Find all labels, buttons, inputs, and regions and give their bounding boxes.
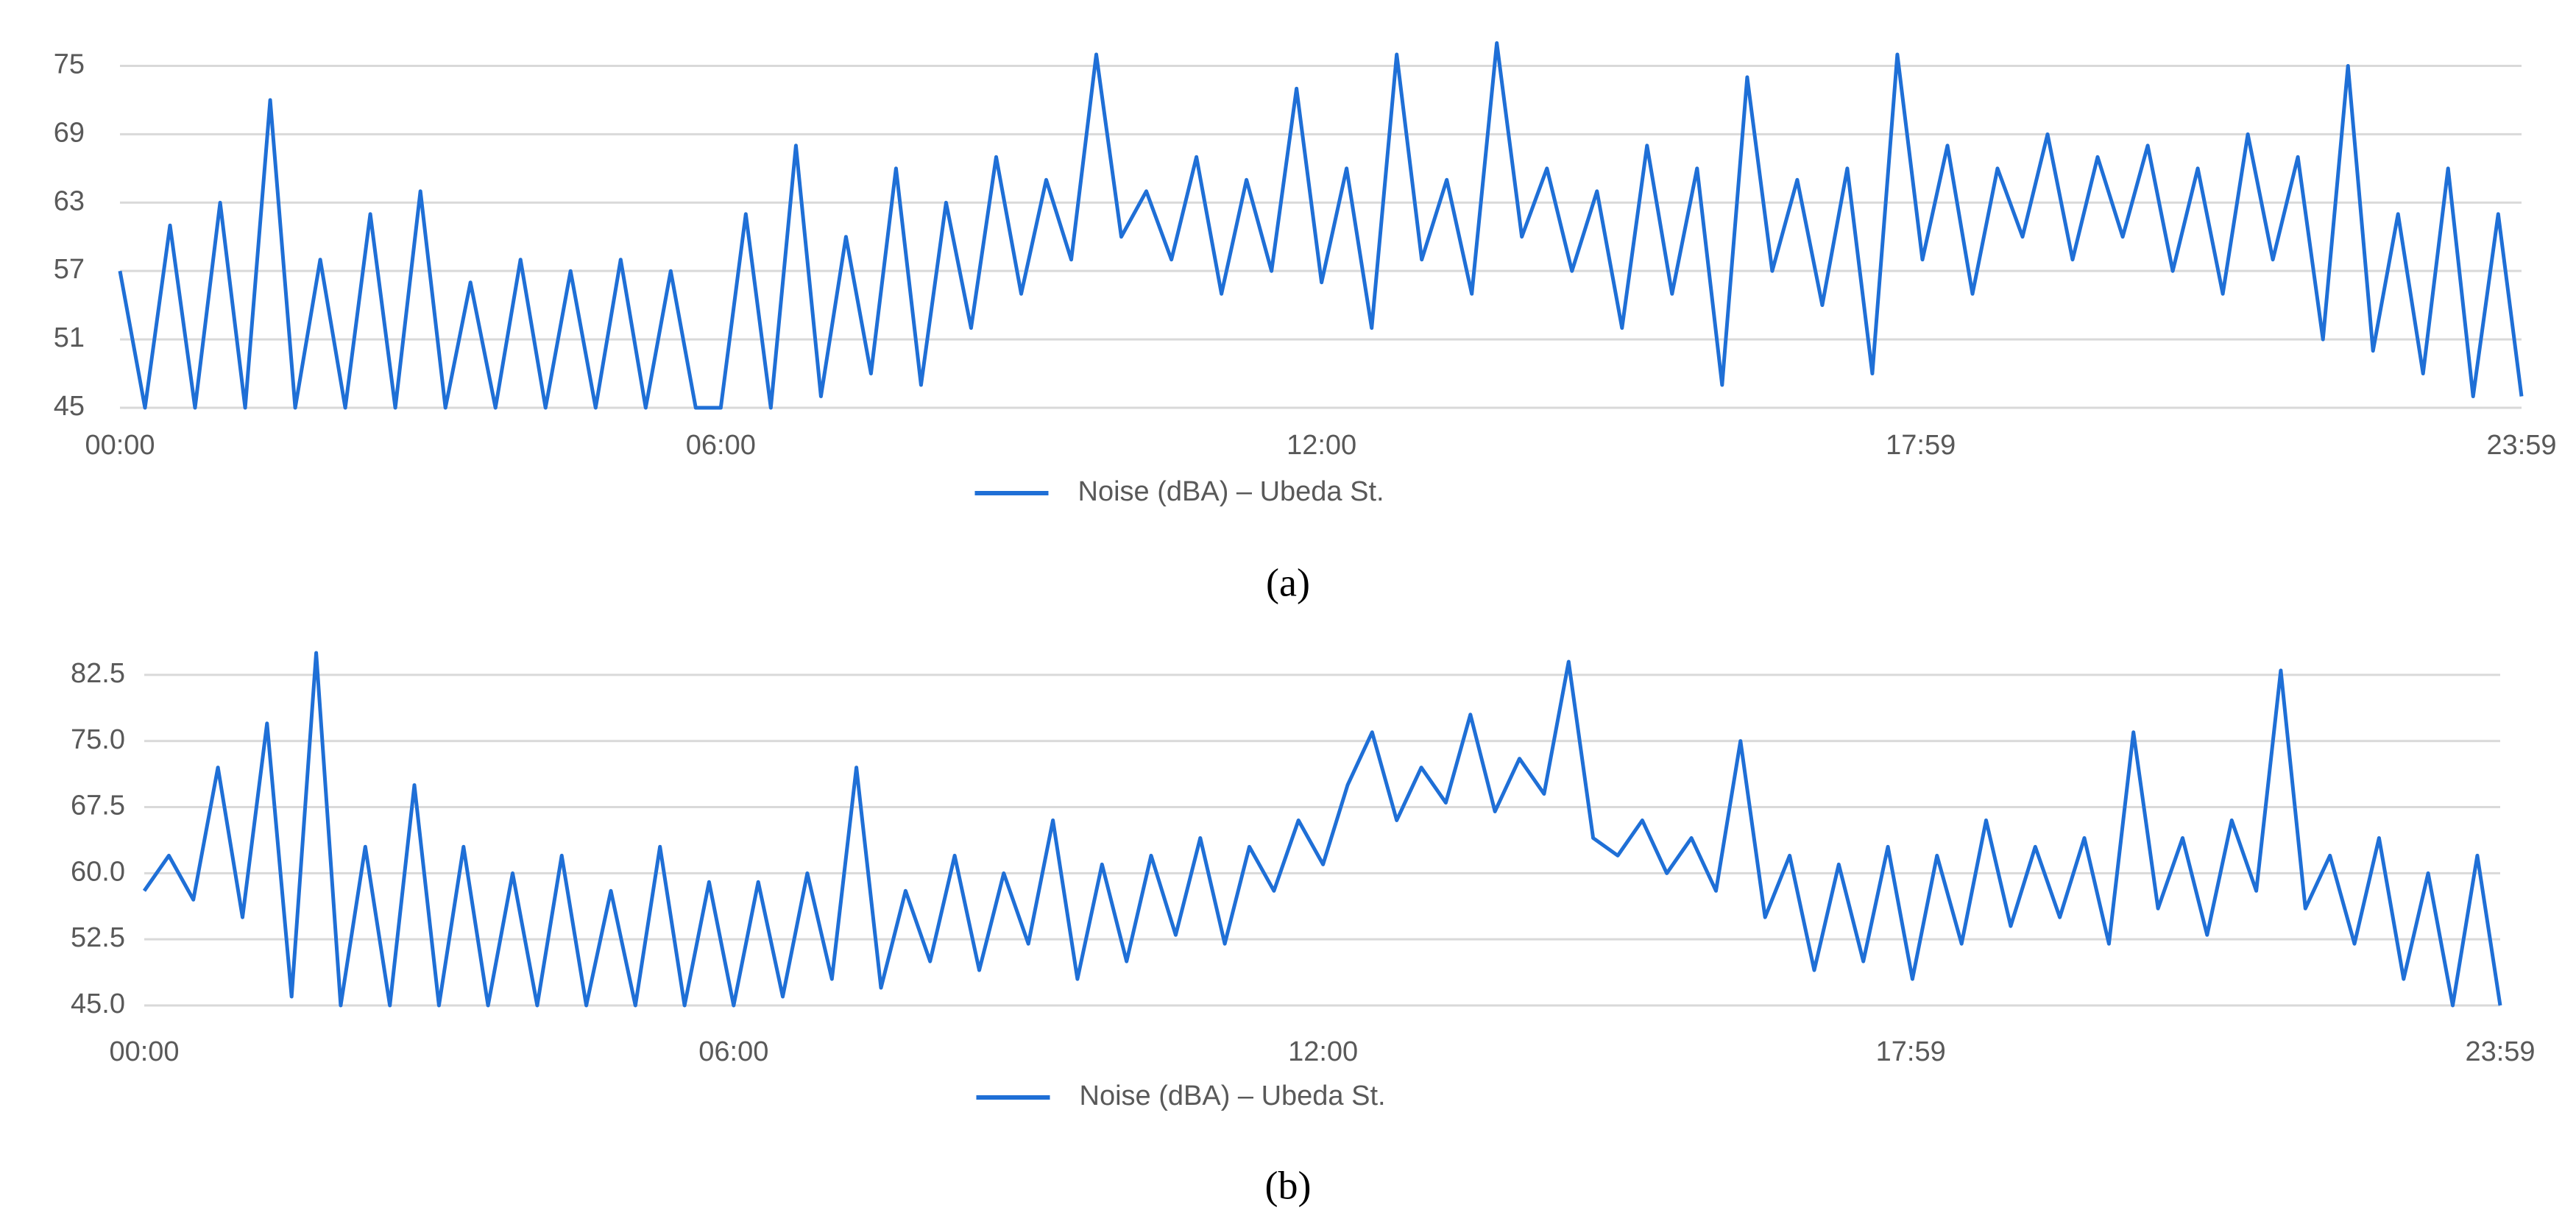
- y-tick-label: 75.0: [71, 724, 125, 755]
- y-tick-label: 57: [54, 254, 85, 285]
- noise-line: [118, 41, 2524, 410]
- x-tick-label: 06:00: [698, 1036, 768, 1067]
- y-tick-label: 75: [54, 49, 85, 79]
- x-tick-label: 17:59: [1886, 430, 1956, 461]
- y-tick-label: 69: [54, 117, 85, 148]
- y-tick-label: 63: [54, 185, 85, 216]
- caption: (b): [1265, 1163, 1312, 1207]
- x-tick-label: 12:00: [1287, 430, 1356, 461]
- x-tick-label: 00:00: [85, 430, 155, 461]
- y-tick-label: 67.5: [71, 791, 125, 821]
- caption: (a): [1266, 560, 1310, 604]
- x-tick-label: 00:00: [109, 1036, 179, 1067]
- x-tick-label: 23:59: [2465, 1036, 2535, 1067]
- y-tick-label: 45.0: [71, 989, 125, 1019]
- y-tick-label: 82.5: [71, 658, 125, 689]
- y-tick-label: 45: [54, 391, 85, 422]
- y-tick-label: 51: [54, 322, 85, 353]
- legend-label: Noise (dBA) – Ubeda St.: [1078, 476, 1384, 507]
- x-tick-label: 23:59: [2486, 430, 2556, 461]
- x-tick-label: 06:00: [686, 430, 756, 461]
- x-tick-label: 12:00: [1288, 1036, 1358, 1067]
- x-tick-label: 17:59: [1876, 1036, 1946, 1067]
- legend-label: Noise (dBA) – Ubeda St.: [1080, 1081, 1386, 1111]
- y-tick-label: 52.5: [71, 922, 125, 953]
- y-tick-label: 60.0: [71, 856, 125, 887]
- noise-line: [142, 651, 2502, 1008]
